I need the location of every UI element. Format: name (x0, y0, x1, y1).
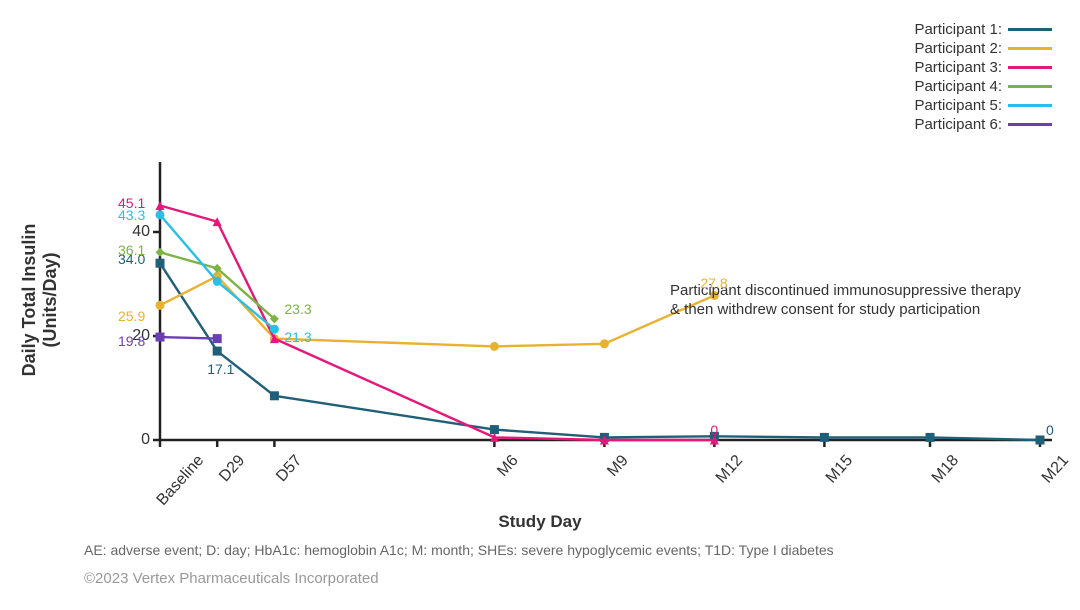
chart-container: Participant 1:Participant 2:Participant … (0, 0, 1080, 610)
data-label: 27.8 (700, 275, 727, 291)
data-label: 25.9 (118, 308, 145, 324)
copyright: ©2023 Vertex Pharmaceuticals Incorporate… (84, 570, 379, 587)
data-label: 0 (710, 422, 718, 438)
data-label: 43.3 (118, 207, 145, 223)
y-tick-label: 40 (110, 223, 150, 241)
data-label: 0 (1046, 422, 1054, 438)
data-label: 21.3 (284, 329, 311, 345)
data-label: 19.8 (118, 333, 145, 349)
data-label: 17.1 (207, 361, 234, 377)
x-axis-label: Study Day (0, 512, 1080, 532)
y-tick-label: 0 (110, 431, 150, 449)
data-label: 36.1 (118, 242, 145, 258)
data-label: 23.3 (284, 301, 311, 317)
footnote: AE: adverse event; D: day; HbA1c: hemogl… (84, 542, 834, 558)
